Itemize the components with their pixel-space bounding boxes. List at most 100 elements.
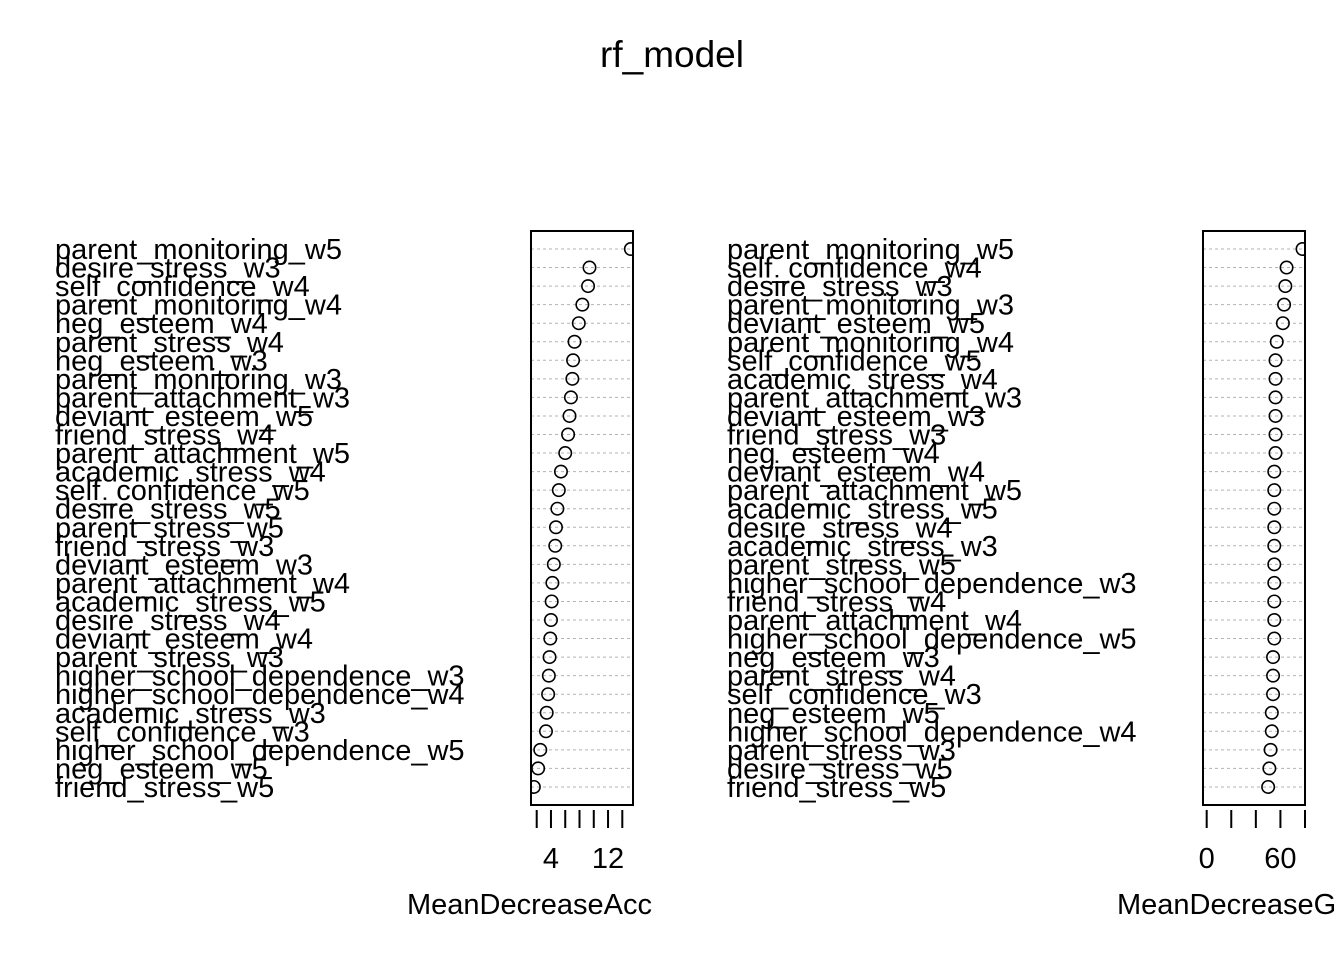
- category-label: friend_stress_w5: [55, 772, 274, 804]
- x-tick-label: 4: [543, 843, 559, 875]
- data-point: [533, 742, 548, 757]
- data-point: [1268, 353, 1283, 368]
- plot-frame: [1202, 230, 1306, 806]
- category-label: neg_esteem_w3: [55, 345, 268, 377]
- data-point: [565, 371, 580, 386]
- category-label: neg_esteem_w4: [55, 308, 268, 340]
- data-point: [553, 464, 568, 479]
- data-point: [1266, 650, 1281, 665]
- data-point: [1267, 483, 1282, 498]
- data-point: [1279, 260, 1294, 275]
- chart-title: rf_model: [600, 34, 744, 75]
- category-label: friend_stress_w5: [727, 772, 946, 804]
- data-point: [1262, 761, 1277, 776]
- data-point: [1263, 742, 1278, 757]
- data-point: [558, 446, 573, 461]
- category-label: academic_stress_w4: [55, 457, 326, 489]
- data-point: [571, 316, 586, 331]
- category-label: parent_attachment_w4: [727, 605, 1022, 637]
- data-point: [541, 668, 556, 683]
- data-point: [1267, 612, 1282, 627]
- category-label: parent_monitoring_w3: [727, 290, 1014, 322]
- category-label: parent_monitoring_w4: [55, 290, 342, 322]
- category-label: academic_stress_w4: [727, 364, 998, 396]
- category-label: friend_stress_w3: [55, 531, 274, 563]
- data-point: [1264, 705, 1279, 720]
- category-label: parent_stress_w4: [55, 327, 284, 359]
- data-point: [575, 297, 590, 312]
- category-label: parent_stress_w5: [55, 512, 284, 544]
- data-point: [582, 260, 597, 275]
- category-label: self_confidence_w3: [727, 679, 982, 711]
- data-point: [548, 520, 563, 535]
- x-tick-label: 0: [1199, 843, 1215, 875]
- category-label: friend_stress_w4: [727, 586, 946, 618]
- data-point: [550, 501, 565, 516]
- x-axis-title: MeanDecreaseG: [1117, 889, 1336, 921]
- data-point: [1275, 316, 1290, 331]
- category-label: parent_attachment_w3: [727, 382, 1022, 414]
- category-label: neg_esteem_w5: [55, 753, 268, 785]
- category-label: parent_stress_w5: [727, 549, 956, 581]
- data-point: [538, 724, 553, 739]
- category-label: higher_school_dependence_w5: [55, 735, 465, 767]
- category-label: academic_stress_w3: [727, 531, 998, 563]
- data-point: [1268, 446, 1283, 461]
- category-label: desire_stress_w4: [55, 605, 281, 637]
- data-point: [1268, 427, 1283, 442]
- category-label: neg_esteem_w3: [727, 642, 940, 674]
- data-point: [1268, 408, 1283, 423]
- data-point: [543, 612, 558, 627]
- category-label: academic_stress_w5: [55, 586, 326, 618]
- data-point: [545, 575, 560, 590]
- data-point: [623, 242, 633, 256]
- category-label: parent_stress_w3: [55, 642, 284, 674]
- category-label: academic_stress_w5: [727, 494, 998, 526]
- data-point: [542, 650, 557, 665]
- category-label: deviant_esteem_w5: [55, 401, 313, 433]
- category-label: parent_monitoring_w3: [55, 364, 342, 396]
- category-label: parent_stress_w4: [727, 661, 956, 693]
- data-point: [531, 779, 541, 794]
- category-label: deviant_esteem_w5: [727, 308, 985, 340]
- category-label: deviant_esteem_w3: [55, 549, 313, 581]
- data-point: [561, 427, 576, 442]
- category-label: parent_attachment_w5: [727, 475, 1022, 507]
- category-label: neg_esteem_w5: [727, 698, 940, 730]
- data-point: [1261, 779, 1276, 794]
- data-point: [1269, 334, 1284, 349]
- category-label: parent_attachment_w5: [55, 438, 350, 470]
- data-point: [1264, 724, 1279, 739]
- category-label: neg_esteem_w4: [727, 438, 940, 470]
- category-label: desire_stress_w5: [55, 494, 281, 526]
- category-label: higher_school_dependence_w3: [727, 568, 1137, 600]
- data-point: [1266, 687, 1281, 702]
- category-label: deviant_esteem_w4: [55, 624, 313, 656]
- data-point: [563, 390, 578, 405]
- data-point: [1267, 594, 1282, 609]
- data-point: [546, 557, 561, 572]
- category-label: higher_school_dependence_w4: [55, 679, 465, 711]
- data-point: [567, 334, 582, 349]
- data-point: [1267, 575, 1282, 590]
- category-label: parent_attachment_w3: [55, 382, 350, 414]
- data-point: [1267, 501, 1282, 516]
- dotchart-panel-gini: parent_monitoring_w5self_confidence_w4de…: [727, 230, 1336, 921]
- data-point: [1267, 631, 1282, 646]
- data-point: [548, 538, 563, 553]
- data-point: [566, 353, 581, 368]
- category-label: desire_stress_w3: [727, 271, 953, 303]
- category-label: self_confidence_w5: [727, 345, 982, 377]
- category-label: self_confidence_w3: [55, 716, 310, 748]
- data-point: [1277, 297, 1292, 312]
- data-point: [1267, 538, 1282, 553]
- data-point: [541, 687, 556, 702]
- category-label: parent_attachment_w4: [55, 568, 350, 600]
- dot-rows: parent_monitoring_w5desire_stress_w3self…: [55, 234, 633, 804]
- category-label: parent_monitoring_w5: [55, 234, 342, 266]
- data-point: [562, 408, 577, 423]
- dotchart-panel-accuracy: parent_monitoring_w5desire_stress_w3self…: [55, 230, 652, 921]
- category-label: higher_school_dependence_w3: [55, 661, 465, 693]
- category-label: desire_stress_w4: [727, 512, 953, 544]
